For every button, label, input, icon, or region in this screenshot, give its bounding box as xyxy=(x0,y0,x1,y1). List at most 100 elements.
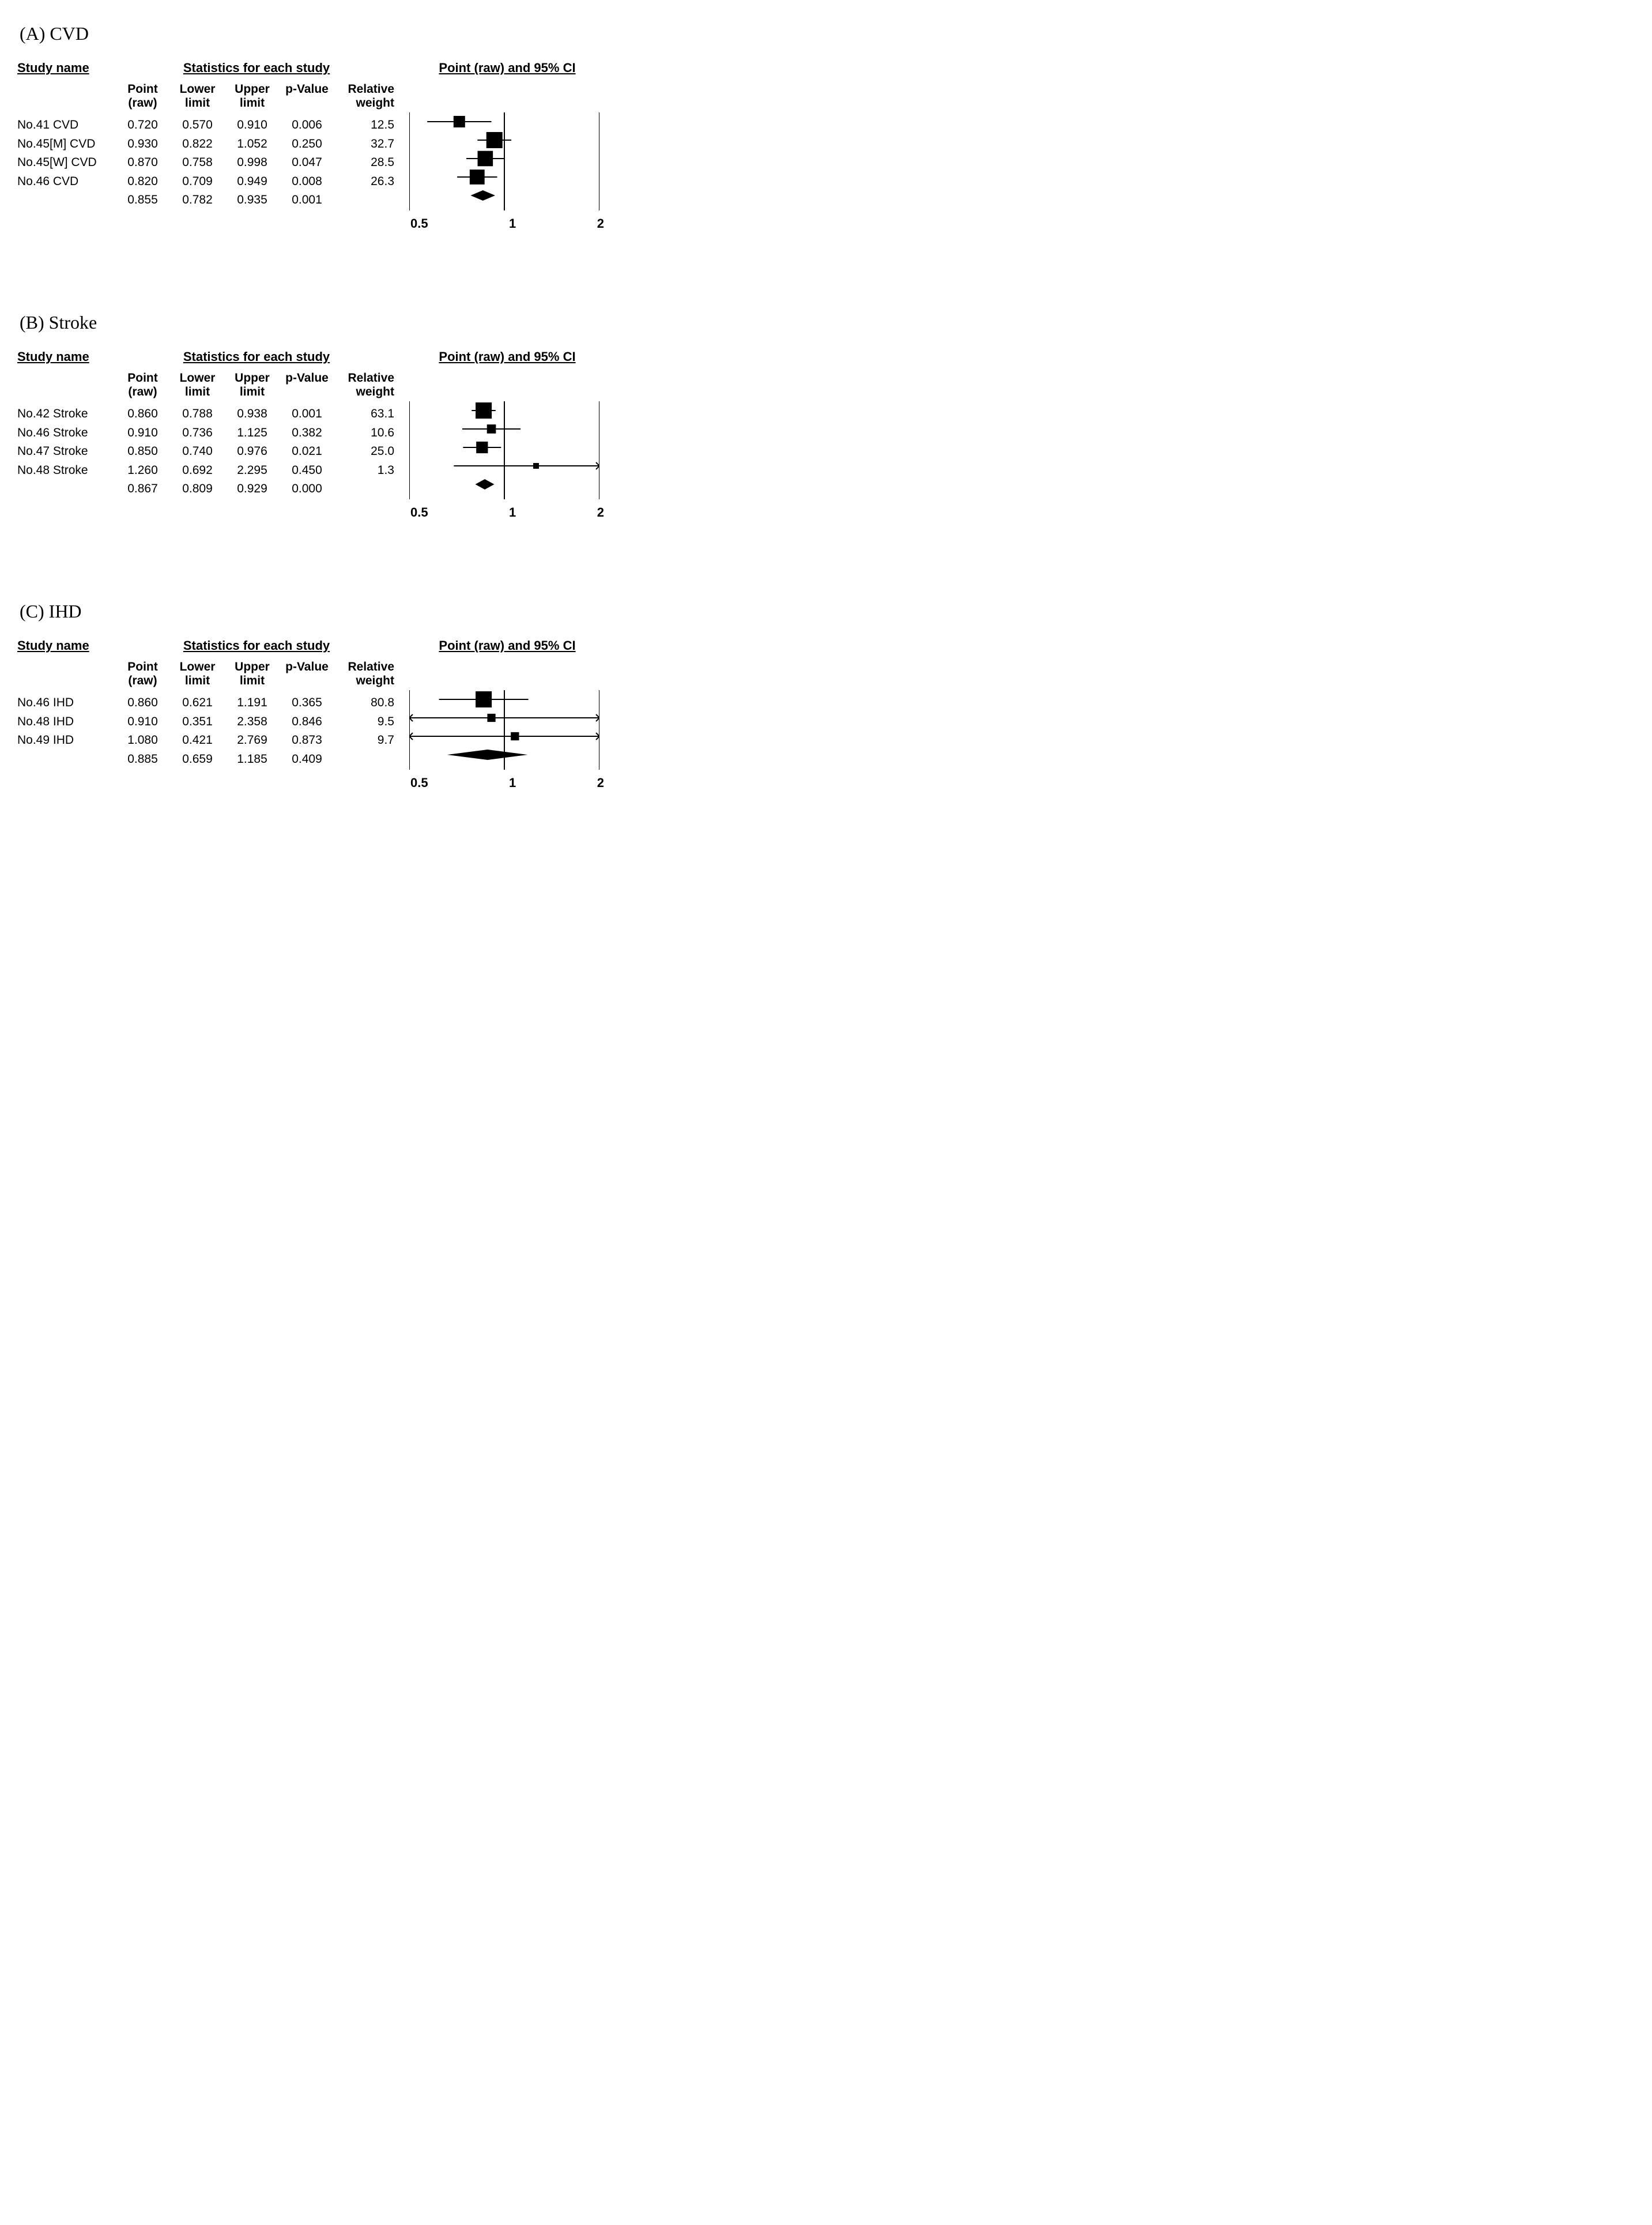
cell-sum-pvalue: 0.001 xyxy=(280,191,334,210)
subh-point: Point (raw) xyxy=(115,82,170,110)
cell-sum-lower: 0.659 xyxy=(170,750,225,769)
point-marker xyxy=(511,732,519,740)
cell-upper: 0.949 xyxy=(225,172,280,191)
cell-weight: 12.5 xyxy=(334,116,398,135)
cell-sum-lower: 0.809 xyxy=(170,480,225,499)
col-header-stats: Statistics for each study xyxy=(115,638,398,656)
subh-lower: Lower limit xyxy=(170,82,225,110)
subh-pvalue: p-Value xyxy=(280,660,334,688)
stats-table: Study nameStatistics for each studyPoint… xyxy=(17,61,398,210)
forest-plot-wrap: Point (raw) and 95% CI0.512 xyxy=(409,61,605,231)
cell-point: 0.910 xyxy=(115,713,170,732)
cell-weight: 63.1 xyxy=(334,405,398,424)
cell-sum-upper: 1.185 xyxy=(225,750,280,769)
cell-upper: 1.191 xyxy=(225,694,280,713)
summary-diamond xyxy=(447,750,528,760)
table-header-row: Study nameStatistics for each study xyxy=(17,349,398,367)
plot-spacer xyxy=(409,368,605,401)
col-header-stats: Statistics for each study xyxy=(115,349,398,367)
panel-body: Study nameStatistics for each study Point… xyxy=(17,349,1635,520)
panel-body: Study nameStatistics for each studyPoint… xyxy=(17,61,1635,231)
subh-point: Point (raw) xyxy=(115,371,170,399)
cell-study: No.49 IHD xyxy=(17,731,115,750)
cell-sum-upper: 0.929 xyxy=(225,480,280,499)
cell-study-blank xyxy=(17,191,115,210)
cell-pvalue: 0.450 xyxy=(280,461,334,480)
cell-point: 1.260 xyxy=(115,461,170,480)
table-row: No.45[M] CVD0.9300.8221.0520.25032.7 xyxy=(17,135,398,154)
cell-upper: 1.052 xyxy=(225,135,280,154)
panel-body: Study nameStatistics for each study Point… xyxy=(17,638,1635,790)
cell-sum-weight-blank xyxy=(334,191,398,210)
cell-lower: 0.788 xyxy=(170,405,225,424)
cell-pvalue: 0.846 xyxy=(280,713,334,732)
table-row: No.48 Stroke1.2600.6922.2950.4501.3 xyxy=(17,461,398,480)
cell-study: No.47 Stroke xyxy=(17,442,115,461)
subh-weight: Relative weight xyxy=(334,371,398,399)
cell-sum-pvalue: 0.000 xyxy=(280,480,334,499)
point-marker xyxy=(533,463,539,469)
cell-pvalue: 0.021 xyxy=(280,442,334,461)
cell-point: 1.080 xyxy=(115,731,170,750)
subh-upper: Upper limit xyxy=(225,82,280,110)
cell-lower: 0.351 xyxy=(170,713,225,732)
panel-title: (C) IHD xyxy=(17,601,1635,622)
cell-study-blank xyxy=(17,750,115,769)
cell-pvalue: 0.047 xyxy=(280,153,334,172)
cell-study: No.41 CVD xyxy=(17,116,115,135)
table-row: No.42 Stroke0.8600.7880.9380.00163.1 xyxy=(17,405,398,424)
col-header-study: Study name xyxy=(17,61,115,78)
table-row: No.47 Stroke0.8500.7400.9760.02125.0 xyxy=(17,442,398,461)
cell-lower: 0.822 xyxy=(170,135,225,154)
table-header-row: Study nameStatistics for each study xyxy=(17,638,398,656)
cell-weight: 28.5 xyxy=(334,153,398,172)
panel-title: (B) Stroke xyxy=(17,312,1635,333)
cell-weight: 9.7 xyxy=(334,731,398,750)
cell-study: No.46 IHD xyxy=(17,694,115,713)
subh-upper: Upper limit xyxy=(225,371,280,399)
table-subheader-row: Point (raw)Lower limitUpper limitp-Value… xyxy=(17,660,398,688)
cell-upper: 2.769 xyxy=(225,731,280,750)
cell-upper: 0.938 xyxy=(225,405,280,424)
cell-weight: 26.3 xyxy=(334,172,398,191)
cell-lower: 0.421 xyxy=(170,731,225,750)
cell-point: 0.870 xyxy=(115,153,170,172)
axis-tick-labels: 0.512 xyxy=(409,505,605,520)
point-marker xyxy=(478,151,493,167)
cell-lower: 0.758 xyxy=(170,153,225,172)
stats-table: Study nameStatistics for each study Point… xyxy=(17,638,398,769)
axis-tick-label: 0.5 xyxy=(410,505,428,520)
cell-pvalue: 0.382 xyxy=(280,424,334,443)
forest-panel: (B) Stroke Study nameStatistics for each … xyxy=(17,312,1635,520)
cell-upper: 0.976 xyxy=(225,442,280,461)
subh-point: Point (raw) xyxy=(115,660,170,688)
cell-sum-lower: 0.782 xyxy=(170,191,225,210)
table-row: No.45[W] CVD0.8700.7580.9980.04728.5 xyxy=(17,153,398,172)
subh-pvalue: p-Value xyxy=(280,371,334,399)
col-header-study: Study name xyxy=(17,349,115,367)
cell-point: 0.930 xyxy=(115,135,170,154)
cell-lower: 0.692 xyxy=(170,461,225,480)
cell-sum-weight-blank xyxy=(334,750,398,769)
cell-lower: 0.736 xyxy=(170,424,225,443)
cell-weight: 10.6 xyxy=(334,424,398,443)
cell-point: 0.910 xyxy=(115,424,170,443)
cell-sum-pvalue: 0.409 xyxy=(280,750,334,769)
forest-plot-wrap: Point (raw) and 95% CI0.512 xyxy=(409,349,605,520)
cell-lower: 0.740 xyxy=(170,442,225,461)
table-row: No.46 Stroke0.9100.7361.1250.38210.6 xyxy=(17,424,398,443)
cell-pvalue: 0.001 xyxy=(280,405,334,424)
cell-point: 0.860 xyxy=(115,694,170,713)
cell-pvalue: 0.006 xyxy=(280,116,334,135)
subh-pvalue: p-Value xyxy=(280,82,334,110)
axis-tick-label: 1 xyxy=(509,775,516,790)
cell-weight: 80.8 xyxy=(334,694,398,713)
point-marker xyxy=(487,714,495,722)
subh-lower: Lower limit xyxy=(170,660,225,688)
cell-study: No.48 Stroke xyxy=(17,461,115,480)
forest-plot-svg xyxy=(409,690,599,772)
forest-plot-svg xyxy=(409,401,599,502)
cell-lower: 0.621 xyxy=(170,694,225,713)
axis-tick-label: 0.5 xyxy=(410,775,428,790)
subh-blank xyxy=(17,371,115,399)
